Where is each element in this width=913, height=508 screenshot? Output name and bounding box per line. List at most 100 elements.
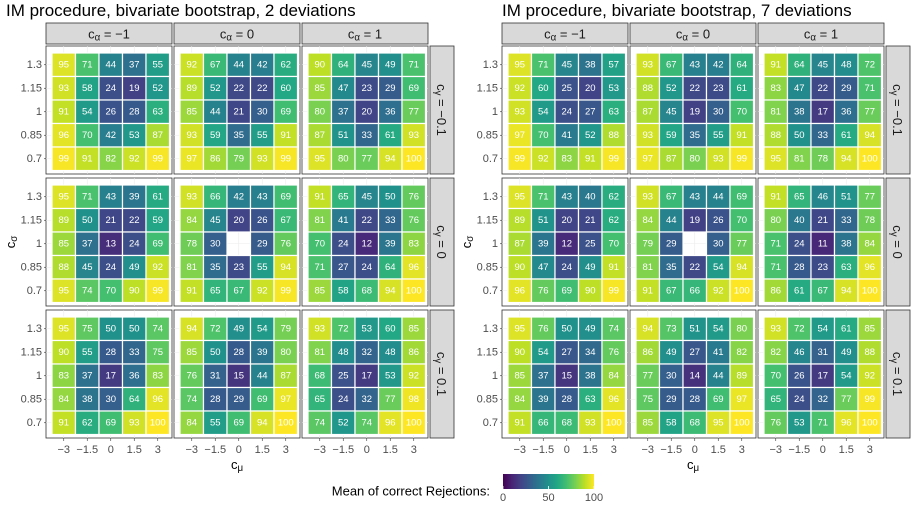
cell-value-label: 30 (713, 106, 724, 117)
cell-value-label: 28 (129, 106, 140, 117)
cell-value-label: 42 (105, 130, 116, 141)
cell-value-label: 53 (608, 83, 619, 94)
cell-value-label: 70 (770, 370, 781, 381)
cell-value-label: 60 (538, 83, 549, 94)
cell-value-label: 80 (280, 347, 291, 358)
x-tick-label: −3 (769, 444, 782, 456)
cell-value-label: 24 (561, 262, 572, 273)
cell-value-label: 72 (864, 59, 875, 70)
cell-value-label: 73 (666, 323, 677, 334)
cell-value-label: 36 (385, 106, 396, 117)
cell-value-label: 88 (864, 347, 875, 358)
cell-value-label: 99 (608, 285, 619, 296)
cell-value-label: 55 (152, 59, 163, 70)
cell-value-label: 35 (666, 262, 677, 273)
cell-value-label: 92 (408, 370, 419, 381)
facet-panel: 94 73 51 54 80 86 49 27 41 82 77 30 14 44 89 75 29 28 69 97… (629, 309, 757, 439)
figure-title: IM procedure, bivariate bootstrap, 2 dev… (6, 1, 356, 20)
cell-value-label: 53 (129, 130, 140, 141)
y-tick-label: 0.85 (477, 129, 498, 141)
x-tick-label: 0 (108, 444, 114, 456)
y-tick-label: 0.7 (483, 285, 498, 297)
y-tick-label: 0.85 (21, 393, 42, 405)
y-tick-label: 1 (36, 106, 42, 118)
cell-value-label: 30 (210, 238, 221, 249)
cell-value-label: 52 (666, 83, 677, 94)
cell-value-label: 53 (361, 323, 372, 334)
cell-value-label: 74 (82, 285, 93, 296)
cell-value-label: 94 (257, 417, 268, 428)
cell-value-label: 80 (314, 106, 325, 117)
cell-value-label: 77 (864, 106, 875, 117)
cell-value-label: 67 (817, 285, 828, 296)
y-tick-label: 1.3 (27, 59, 42, 71)
y-tick-label: 0.85 (477, 393, 498, 405)
cell-value-label: 74 (152, 323, 163, 334)
cell-value-label: 67 (210, 59, 221, 70)
y-tick-label: 1 (36, 238, 42, 250)
x-tick-label: 1.5 (127, 444, 142, 456)
cell-value-label: 19 (129, 83, 140, 94)
cell-value-label: 37 (129, 59, 140, 70)
cell-value-label: 70 (314, 238, 325, 249)
cell-value-label: 60 (385, 323, 396, 334)
x-tick-label: 0 (564, 444, 570, 456)
cell-value-label: 89 (186, 83, 197, 94)
cell-value-label: 76 (608, 347, 619, 358)
x-tick-label: 1.5 (583, 444, 598, 456)
cell-value-label: 91 (770, 59, 781, 70)
cell-value-label: 94 (186, 323, 197, 334)
cell-value-label: 100 (734, 417, 750, 428)
column-strip-label: cα = 1 (804, 26, 838, 43)
cell-value-label: 32 (361, 347, 372, 358)
cell-value-label: 95 (58, 285, 69, 296)
cell-value-label: 84 (864, 238, 875, 249)
row-strip-label: cγ = −0.1 (889, 84, 906, 136)
y-tick-label: 1.15 (477, 214, 498, 226)
x-tick-label: 1.5 (711, 444, 726, 456)
cell-value-label: 71 (864, 83, 875, 94)
cell-value-label: 90 (514, 347, 525, 358)
cell-value-label: 17 (817, 106, 828, 117)
cell-value-label: 91 (280, 130, 291, 141)
cell-value-label: 50 (105, 323, 116, 334)
cell-value-label: 91 (642, 285, 653, 296)
cell-value-label: 20 (233, 215, 244, 226)
row-strip (429, 309, 455, 439)
cell-value-label: 69 (105, 417, 116, 428)
cell-value-label: 85 (642, 417, 653, 428)
cell-value-label: 85 (314, 285, 325, 296)
cell-value-label: 77 (408, 106, 419, 117)
heatmap-cell (601, 278, 627, 304)
cell-value-label: 81 (794, 153, 805, 164)
cell-value-label: 42 (257, 59, 268, 70)
cell-value-label: 95 (770, 153, 781, 164)
cell-value-label: 93 (642, 191, 653, 202)
cell-value-label: 91 (314, 191, 325, 202)
cell-value-label: 65 (210, 285, 221, 296)
cell-value-label: 59 (210, 130, 221, 141)
cell-value-label: 95 (58, 323, 69, 334)
cell-value-label: 81 (642, 262, 653, 273)
cell-value-label: 21 (817, 215, 828, 226)
y-tick-label: 1.15 (21, 346, 42, 358)
cell-value-label: 64 (129, 394, 140, 405)
cell-value-label: 33 (817, 130, 828, 141)
cell-value-label: 93 (186, 130, 197, 141)
cell-value-label: 31 (210, 370, 221, 381)
cell-value-label: 15 (233, 370, 244, 381)
y-tick-label: 1.3 (483, 59, 498, 71)
cell-value-label: 12 (361, 238, 372, 249)
cell-value-label: 26 (257, 215, 268, 226)
cell-value-label: 42 (713, 59, 724, 70)
cell-value-label: 48 (385, 347, 396, 358)
cell-value-label: 91 (736, 130, 747, 141)
x-tick-label: −3 (185, 444, 198, 456)
cell-value-label: 67 (233, 285, 244, 296)
cell-value-label: 90 (585, 285, 596, 296)
cell-value-label: 90 (514, 262, 525, 273)
cell-value-label: 24 (338, 238, 349, 249)
cell-value-label: 46 (817, 191, 828, 202)
cell-value-label: 96 (58, 130, 69, 141)
cell-value-label: 83 (770, 83, 781, 94)
